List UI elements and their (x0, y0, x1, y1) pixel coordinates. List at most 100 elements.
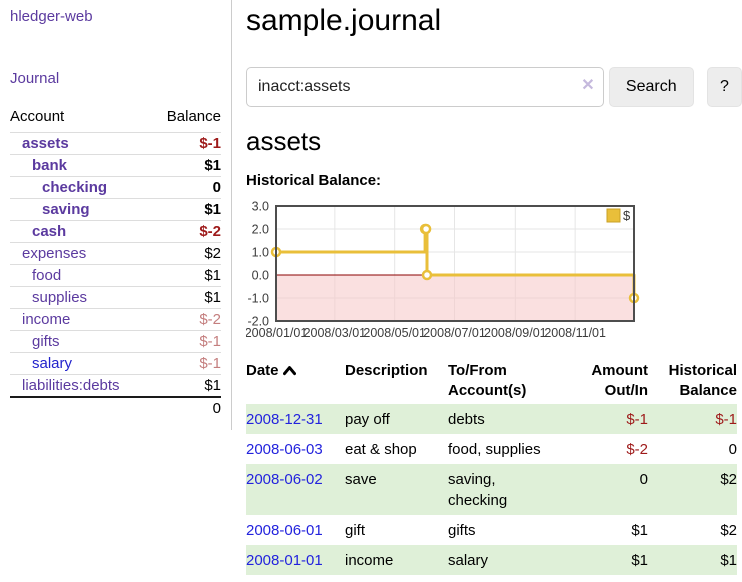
account-cell: liabilities:debts (10, 374, 152, 397)
transaction-row: 2008-06-01 gift gifts $1 $2 (246, 515, 737, 545)
transaction-amount: $-1 (563, 404, 648, 434)
svg-text:2.0: 2.0 (252, 223, 269, 237)
search-box: ✕ (246, 67, 604, 107)
account-cell: cash (10, 220, 152, 243)
account-balance: $1 (151, 374, 221, 397)
balance-column-header: Balance (166, 108, 221, 125)
account-balance: $-2 (151, 220, 221, 243)
account-link[interactable]: expenses (22, 245, 87, 262)
svg-text:2008/09/01: 2008/09/01 (484, 326, 547, 340)
help-button[interactable]: ? (706, 67, 742, 107)
account-link[interactable]: salary (32, 355, 73, 372)
account-link[interactable]: supplies (32, 289, 88, 306)
account-row: checking 0 (10, 176, 221, 199)
svg-text:-2.0: -2.0 (247, 315, 269, 329)
account-cell: saving (10, 198, 152, 221)
account-cell: assets (10, 132, 152, 155)
account-link[interactable]: food (32, 267, 62, 284)
transaction-date-cell: 2008-01-01 (246, 545, 345, 575)
account-row: saving $1 (10, 198, 221, 221)
transaction-description: pay off (345, 404, 448, 434)
account-row: salary $-1 (10, 352, 221, 375)
account-row: food $1 (10, 264, 221, 287)
transaction-date-link[interactable]: 2008-12-31 (246, 411, 323, 428)
account-column-header: Account (10, 108, 65, 125)
transaction-row: 2008-12-31 pay off debts $-1 $-1 (246, 404, 737, 434)
svg-text:2008/05/01: 2008/05/01 (363, 326, 426, 340)
account-link[interactable]: income (22, 311, 71, 328)
account-balance: $1 (151, 154, 221, 177)
register-column-header: To/From Account(s) (448, 362, 527, 399)
svg-text:2008/11/01: 2008/11/01 (544, 326, 606, 340)
account-cell: supplies (10, 286, 152, 309)
register-column-header: Description (345, 362, 428, 379)
transaction-description: eat & shop (345, 441, 417, 458)
svg-text:2008/01/01: 2008/01/01 (246, 326, 307, 340)
transaction-accounts: debts (448, 404, 563, 434)
account-cell: bank (10, 154, 152, 177)
account-row: expenses $2 (10, 242, 221, 265)
sidebar-item-journal[interactable]: Journal (10, 70, 60, 87)
transaction-accounts: food, supplies (448, 441, 541, 458)
search-button[interactable]: Search (608, 67, 694, 107)
svg-text:2008/03/01: 2008/03/01 (304, 326, 367, 340)
clear-search-icon[interactable]: ✕ (581, 77, 595, 94)
account-row: gifts $-1 (10, 330, 221, 353)
search-row: ✕ Search ? (246, 67, 742, 107)
transaction-balance: 0 (728, 441, 737, 458)
account-cell: salary (10, 352, 152, 375)
transaction-amount: $-2 (626, 441, 648, 458)
historical-balance-chart: $3.0 2.0 1.0 0.0 -1.0 -2.0 2008/01/01 2008/03/0… (245, 199, 742, 347)
register-rows: 2008-12-31 pay off debts $-1 $-1 2008-06-03 ea… (246, 404, 737, 575)
account-link[interactable]: gifts (32, 333, 60, 350)
svg-text:2008/07/01: 2008/07/01 (423, 326, 486, 340)
svg-text:-1.0: -1.0 (247, 292, 269, 306)
transaction-description: gift (345, 522, 366, 539)
chart-legend: $ (606, 208, 631, 223)
account-link[interactable]: assets (22, 135, 69, 152)
account-link[interactable]: liabilities:debts (22, 377, 120, 394)
total-row: 0 (10, 396, 221, 419)
sidebar-account-rows: assets $-1 bank $1 checking 0 saving $1 cash $-2 e… (10, 132, 221, 419)
transaction-amount: $1 (563, 545, 648, 575)
account-link[interactable]: bank (32, 157, 68, 174)
page-title: sample.journal (246, 4, 442, 37)
svg-text:$: $ (623, 208, 631, 223)
transaction-accounts: saving, checking (448, 464, 563, 515)
transaction-date-link[interactable]: 2008-06-02 (246, 471, 323, 488)
account-row: assets $-1 (10, 132, 221, 155)
transaction-date-cell: 2008-06-03 (246, 434, 345, 464)
svg-text:0.0: 0.0 (252, 269, 269, 283)
transaction-date-link[interactable]: 2008-06-03 (246, 441, 323, 458)
chart-label: Historical Balance: (246, 172, 382, 189)
transaction-date-link[interactable]: 2008-01-01 (246, 552, 323, 569)
transaction-accounts: gifts (448, 522, 476, 539)
total-balance: 0 (151, 396, 221, 419)
account-balance: $-1 (151, 352, 221, 375)
account-link[interactable]: saving (42, 201, 90, 218)
search-input[interactable] (246, 67, 604, 107)
transaction-balance: $2 (648, 464, 737, 515)
register-column-header: Amount Out/In (591, 362, 648, 399)
transaction-row: 2008-06-02 save saving, checking 0 $2 (246, 464, 737, 515)
transaction-date-cell: 2008-12-31 (246, 404, 345, 434)
app-title-link[interactable]: hledger-web (10, 8, 93, 25)
account-balance: 0 (151, 176, 221, 199)
account-row: income $-2 (10, 308, 221, 331)
account-balance-table: Account Balance assets $-1 bank $1 checking 0… (10, 106, 221, 419)
account-balance: $2 (151, 242, 221, 265)
account-balance: $-1 (151, 132, 221, 155)
account-row: bank $1 (10, 154, 221, 177)
transaction-accounts: salary (448, 545, 563, 575)
chart-svg: $3.0 2.0 1.0 0.0 -1.0 -2.02008/01/012008/03/0… (245, 200, 640, 340)
transaction-date-link[interactable]: 2008-06-01 (246, 522, 323, 539)
account-link[interactable]: cash (32, 223, 67, 240)
sidebar: hledger-web Journal Account Balance asse… (0, 0, 232, 430)
transaction-description: save (345, 464, 448, 515)
transaction-row: 2008-01-01 income salary $1 $1 (246, 545, 737, 575)
transaction-amount: $1 (631, 522, 648, 539)
register-table: Date Description To/From Account(s) Amount … (246, 361, 737, 575)
transaction-date-cell: 2008-06-01 (246, 515, 345, 545)
register-column-header[interactable]: Date (246, 361, 345, 404)
account-link[interactable]: checking (42, 179, 108, 196)
